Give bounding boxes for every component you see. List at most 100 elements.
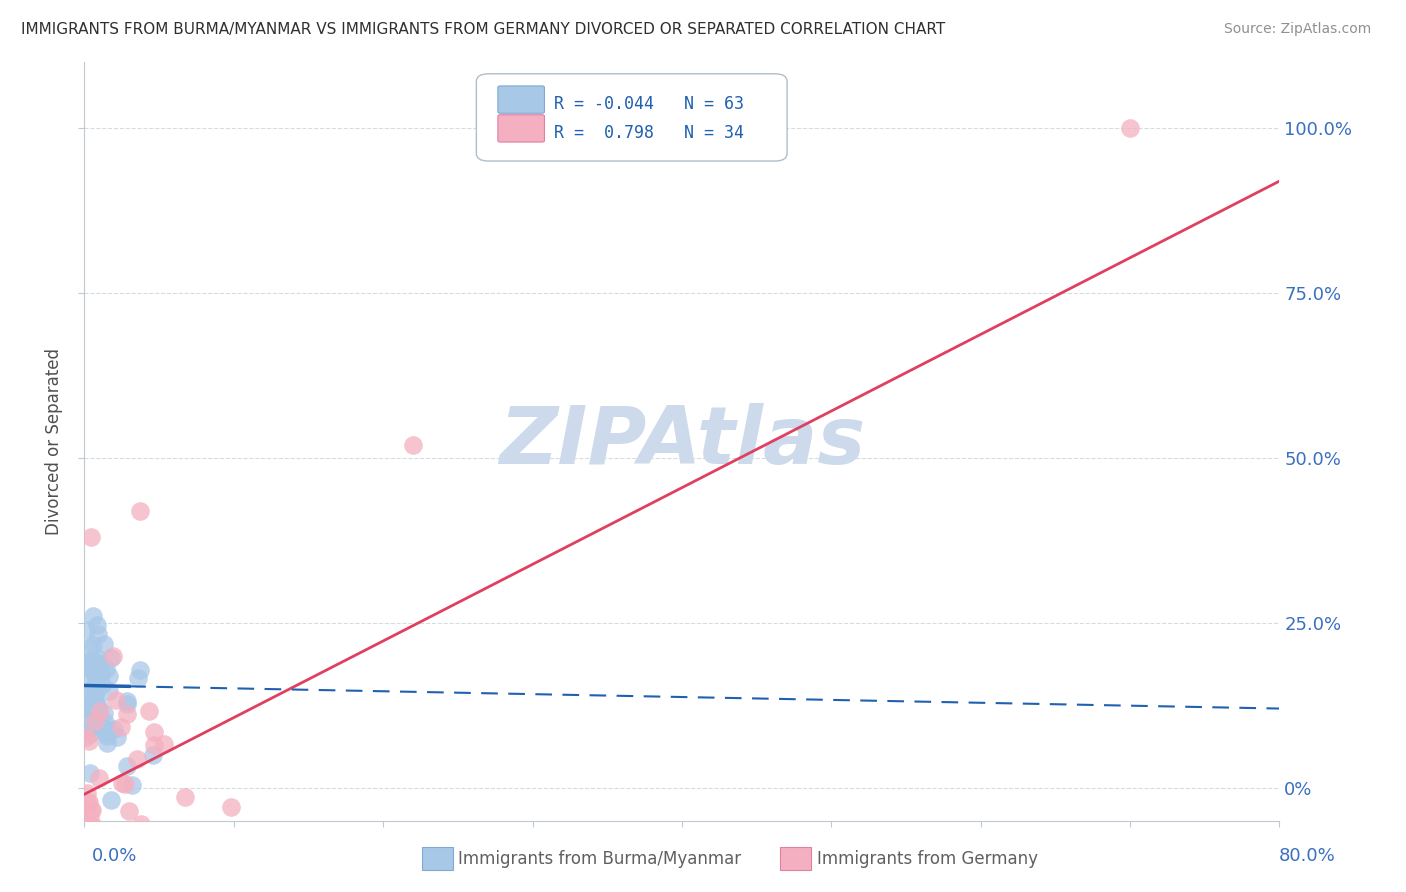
Point bbox=[84, 698, 107, 712]
Text: R = -0.044   N = 63: R = -0.044 N = 63 bbox=[554, 95, 744, 113]
Point bbox=[83, 707, 105, 722]
Point bbox=[118, 804, 141, 818]
Point bbox=[82, 710, 104, 724]
FancyBboxPatch shape bbox=[498, 115, 544, 142]
Point bbox=[87, 706, 110, 721]
Point bbox=[111, 775, 134, 789]
Point bbox=[129, 663, 152, 677]
Point bbox=[75, 817, 97, 831]
Point bbox=[96, 729, 118, 743]
Point bbox=[83, 714, 105, 728]
Point bbox=[84, 662, 107, 676]
Point bbox=[84, 656, 107, 670]
Point bbox=[105, 730, 128, 744]
Text: Immigrants from Germany: Immigrants from Germany bbox=[817, 850, 1038, 868]
Point bbox=[86, 651, 108, 665]
Point bbox=[77, 796, 100, 810]
Point bbox=[75, 623, 97, 637]
FancyBboxPatch shape bbox=[498, 86, 544, 113]
Text: Source: ZipAtlas.com: Source: ZipAtlas.com bbox=[1223, 22, 1371, 37]
Point bbox=[75, 688, 97, 702]
Point bbox=[143, 738, 166, 752]
Text: R =  0.798   N = 34: R = 0.798 N = 34 bbox=[554, 124, 744, 142]
Point bbox=[131, 817, 153, 831]
Point bbox=[125, 752, 148, 766]
Point bbox=[75, 731, 97, 745]
Point bbox=[86, 627, 108, 641]
Point bbox=[76, 786, 98, 800]
Point bbox=[86, 618, 108, 632]
Point bbox=[77, 698, 100, 713]
Text: IMMIGRANTS FROM BURMA/MYANMAR VS IMMIGRANTS FROM GERMANY DIVORCED OR SEPARATED C: IMMIGRANTS FROM BURMA/MYANMAR VS IMMIGRA… bbox=[21, 22, 945, 37]
Point bbox=[101, 648, 124, 663]
Point bbox=[83, 665, 105, 679]
Y-axis label: Divorced or Separated: Divorced or Separated bbox=[45, 348, 63, 535]
Point bbox=[80, 804, 103, 818]
Point bbox=[83, 691, 105, 706]
Point bbox=[75, 697, 97, 711]
Point bbox=[98, 683, 121, 698]
Point bbox=[77, 723, 100, 737]
Point bbox=[79, 720, 101, 734]
Point bbox=[77, 734, 100, 748]
Point bbox=[75, 671, 97, 685]
Point bbox=[82, 609, 104, 624]
Point bbox=[80, 820, 103, 834]
Point bbox=[129, 504, 152, 518]
Point bbox=[96, 736, 118, 750]
Point bbox=[84, 654, 107, 668]
Point bbox=[79, 811, 101, 825]
Point bbox=[75, 820, 97, 834]
Text: ZIPAtlas: ZIPAtlas bbox=[499, 402, 865, 481]
FancyBboxPatch shape bbox=[477, 74, 787, 161]
Point bbox=[100, 650, 122, 665]
Point bbox=[142, 748, 165, 763]
Point bbox=[77, 640, 100, 655]
Point bbox=[83, 820, 105, 834]
Point bbox=[121, 778, 143, 792]
Point bbox=[77, 654, 100, 668]
Point bbox=[79, 795, 101, 809]
Point bbox=[75, 688, 97, 702]
Point bbox=[76, 656, 98, 670]
Point bbox=[91, 678, 114, 692]
Point bbox=[82, 803, 104, 817]
Point bbox=[86, 672, 108, 686]
Point bbox=[84, 676, 107, 690]
Point bbox=[90, 666, 112, 681]
Text: 0.0%: 0.0% bbox=[91, 847, 136, 865]
Point bbox=[80, 658, 103, 673]
Point bbox=[114, 776, 136, 790]
Point bbox=[115, 706, 138, 721]
Point bbox=[97, 669, 120, 683]
Point bbox=[103, 722, 125, 736]
Point bbox=[93, 637, 115, 651]
Point bbox=[117, 694, 139, 708]
Point bbox=[96, 722, 118, 736]
Point bbox=[86, 681, 108, 695]
Point bbox=[219, 800, 242, 814]
Text: 80.0%: 80.0% bbox=[1279, 847, 1336, 865]
Point bbox=[89, 719, 111, 733]
Point bbox=[87, 772, 110, 786]
Point bbox=[117, 759, 139, 773]
Point bbox=[93, 726, 115, 740]
Point bbox=[100, 792, 122, 806]
Point bbox=[127, 671, 149, 685]
Point bbox=[143, 724, 166, 739]
Point bbox=[83, 687, 105, 701]
Point bbox=[94, 714, 117, 729]
Point bbox=[138, 704, 160, 718]
Point bbox=[89, 704, 111, 718]
Point bbox=[75, 702, 97, 716]
Point bbox=[115, 697, 138, 711]
Point bbox=[105, 692, 128, 706]
Point bbox=[83, 661, 105, 675]
Point bbox=[153, 737, 176, 751]
Point bbox=[110, 721, 132, 735]
Point bbox=[80, 530, 103, 544]
Point bbox=[82, 639, 104, 653]
Point bbox=[75, 698, 97, 712]
Point bbox=[86, 698, 108, 712]
Point bbox=[1119, 121, 1142, 136]
